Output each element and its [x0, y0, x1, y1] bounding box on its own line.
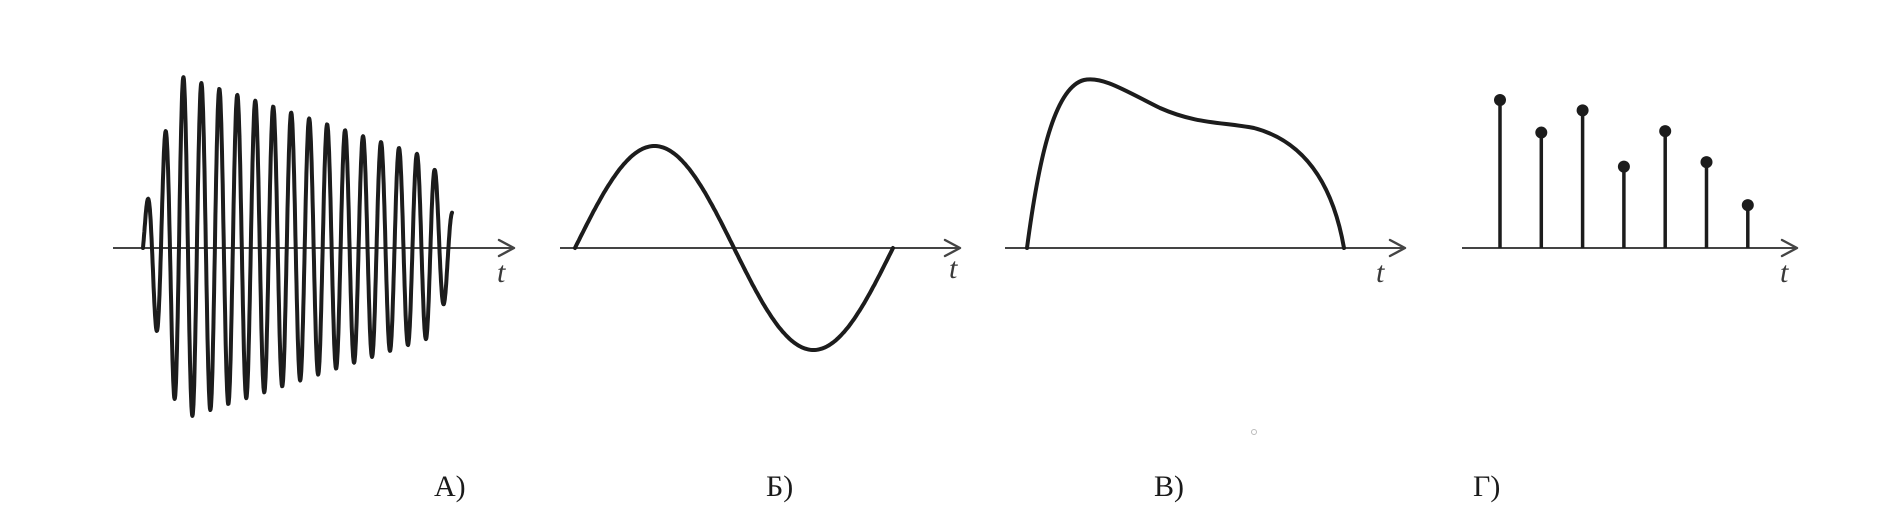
panel-g-sample-dot	[1576, 104, 1589, 117]
panel-g-axis-label: t	[1780, 256, 1789, 289]
panel-v: t В)	[1005, 77, 1407, 503]
panel-g-sample-dot	[1494, 94, 1506, 106]
panel-v-axis-label: t	[1376, 256, 1385, 289]
panel-b-axis-label: t	[949, 252, 958, 285]
panel-a-caption: А)	[434, 470, 466, 503]
panel-a-axis-label: t	[497, 256, 506, 289]
panel-g-caption: Г)	[1473, 470, 1500, 503]
panel-b: t Б)	[560, 144, 962, 503]
panel-g: t Г)	[1462, 94, 1799, 503]
panel-v-pulse-waveform	[1025, 77, 1346, 250]
panel-g-sample-dot	[1741, 199, 1754, 212]
panel-g-axis-arrow	[1780, 238, 1799, 258]
panel-g-sample-dot	[1617, 160, 1630, 173]
panel-b-sine-waveform	[573, 144, 895, 352]
panel-a: t А)	[113, 75, 516, 503]
panel-g-sample-dot	[1700, 156, 1713, 169]
panel-g-sample-dot	[1535, 126, 1548, 139]
panel-v-caption: В)	[1154, 470, 1184, 503]
panel-v-axis-arrow	[1388, 238, 1407, 258]
stray-mark	[1251, 429, 1257, 435]
panel-g-samples	[1494, 94, 1754, 248]
panel-g-sample-dot	[1659, 125, 1672, 138]
panel-a-modulated-waveform	[141, 75, 454, 418]
panel-b-axis-arrow	[943, 238, 962, 258]
panel-a-axis-arrow	[497, 238, 516, 258]
panel-b-caption: Б)	[766, 470, 793, 503]
